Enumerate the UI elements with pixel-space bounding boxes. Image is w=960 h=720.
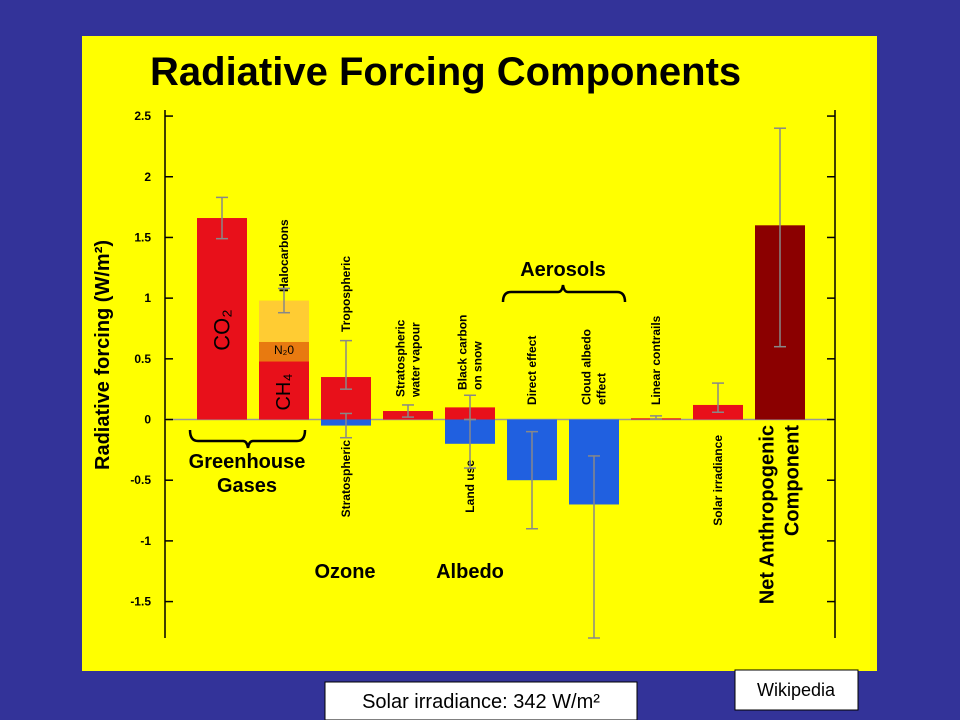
- bar-label: Black carbon: [456, 315, 470, 390]
- bar-label: on snow: [471, 341, 485, 390]
- bar-label: Cloud albedo: [580, 329, 594, 405]
- bar-label: water vapour: [409, 322, 423, 398]
- source-box: [734, 669, 859, 711]
- brace: [501, 284, 627, 303]
- bar-label: N₂0: [274, 343, 294, 357]
- footer-note: Solar irradiance: 342 W/m²: [362, 691, 600, 713]
- bar-label: Halocarbons: [277, 219, 291, 292]
- y-tick-label: 1.5: [134, 230, 151, 244]
- chart-title: Radiative Forcing Components: [150, 50, 741, 94]
- note-box: [324, 681, 638, 720]
- footer-source: Wikipedia: [757, 680, 836, 700]
- bar-label: CO₂: [210, 309, 235, 351]
- bar-label: Stratospheric: [394, 319, 408, 397]
- group-label: Gases: [217, 475, 277, 497]
- y-tick-label: 1: [144, 291, 151, 305]
- bar-label: Solar irradiance: [711, 435, 725, 526]
- y-tick-label: 2: [144, 170, 151, 184]
- y-axis-label: Radiative forcing (W/m²): [92, 240, 114, 470]
- bar-label: effect: [595, 373, 609, 405]
- y-tick-label: -1: [140, 534, 151, 548]
- bar-label: Direct effect: [525, 336, 539, 405]
- bar-label: Net Anthropogenic: [757, 425, 779, 604]
- brace: [188, 429, 307, 449]
- y-tick-label: 2.5: [134, 109, 151, 123]
- bar-label: Linear contrails: [649, 315, 663, 405]
- bar-label: Stratospheric: [339, 440, 353, 518]
- group-label: Ozone: [314, 561, 375, 583]
- y-tick-label: -0.5: [130, 473, 151, 487]
- bar-segment: [259, 361, 309, 420]
- y-tick-label: 0: [144, 413, 151, 427]
- group-label: Aerosols: [520, 259, 606, 281]
- bar: [197, 218, 247, 420]
- group-label: Albedo: [436, 561, 504, 583]
- y-tick-label: -1.5: [130, 595, 151, 609]
- group-label: Greenhouse: [189, 451, 306, 473]
- bar-label: Land use: [463, 460, 477, 513]
- y-tick-label: 0.5: [134, 352, 151, 366]
- bar-segment: [259, 341, 309, 362]
- bar-label: Component: [782, 425, 804, 536]
- bar-label: Tropospheric: [339, 256, 353, 332]
- bar-label: CH₄: [273, 373, 295, 410]
